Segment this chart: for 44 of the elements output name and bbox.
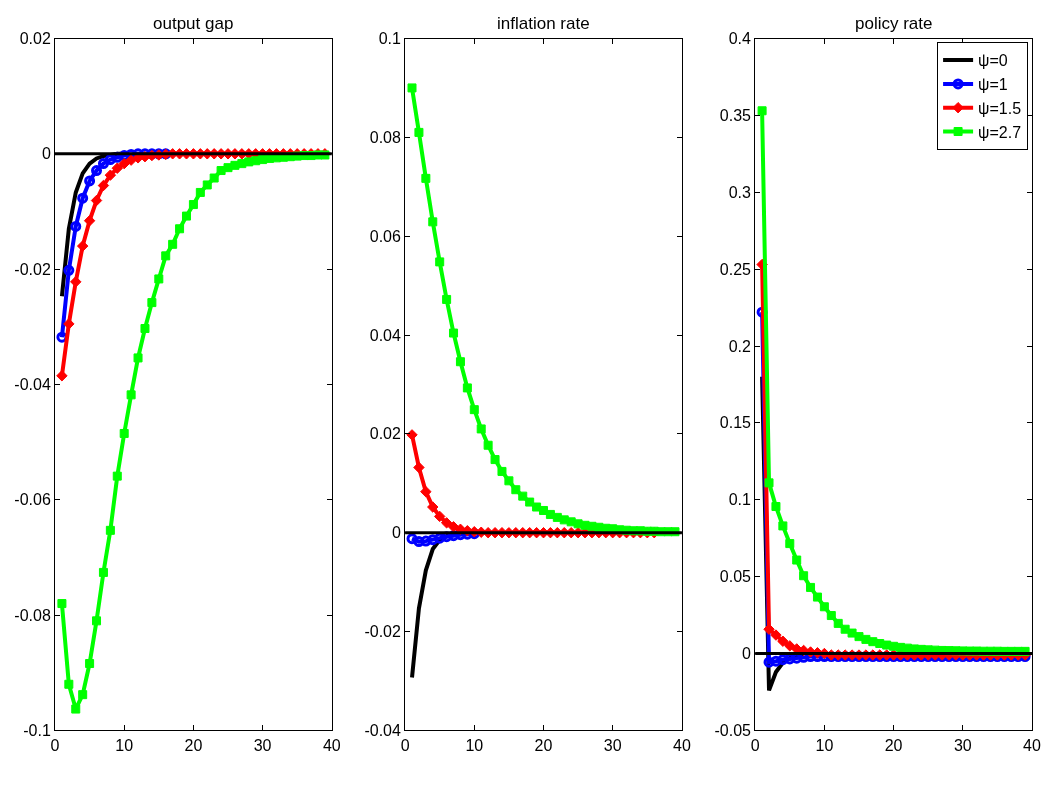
- y-tick-label: 0.02: [19, 30, 51, 48]
- y-tick-label: -0.08: [14, 606, 51, 624]
- chart-title: inflation rate: [497, 14, 590, 33]
- x-tick-label: 10: [115, 736, 134, 754]
- chart-title: output gap: [153, 14, 234, 33]
- x-tick-label: 30: [603, 736, 622, 754]
- legend-label: ψ=1.5: [978, 99, 1022, 117]
- x-tick-label: 10: [815, 736, 834, 754]
- y-tick-label: -0.04: [14, 376, 51, 394]
- x-tick-label: 20: [884, 736, 903, 754]
- y-tick-label: 0.3: [728, 183, 752, 201]
- x-tick-label: 30: [953, 736, 972, 754]
- y-tick-label: 0.08: [369, 128, 401, 146]
- y-tick-label: 0.35: [719, 106, 752, 124]
- y-tick-label: 0.05: [719, 568, 752, 586]
- x-tick-label: 30: [253, 736, 272, 754]
- x-tick-label: 10: [465, 736, 484, 754]
- y-tick-label: 0.25: [719, 260, 752, 278]
- y-tick-label: -0.1: [23, 722, 51, 739]
- x-tick-label: 40: [673, 736, 691, 754]
- y-tick-label: 0.2: [728, 337, 752, 355]
- legend-label: ψ=1: [978, 76, 1008, 94]
- y-tick-label: 0.04: [369, 326, 401, 344]
- y-tick-label: -0.06: [14, 491, 51, 509]
- y-tick-label: 0.1: [378, 30, 401, 48]
- x-tick-label: 20: [534, 736, 553, 754]
- x-tick-label: 40: [1023, 736, 1041, 754]
- y-tick-label: 0: [41, 145, 51, 163]
- y-tick-label: -0.02: [14, 260, 51, 278]
- y-tick-label: 0.1: [728, 491, 752, 509]
- y-tick-label: 0.4: [728, 30, 752, 48]
- x-tick-label: 20: [184, 736, 203, 754]
- y-tick-label: 0.15: [719, 414, 752, 432]
- legend-label: ψ=2.7: [978, 123, 1022, 141]
- y-tick-label: -0.04: [364, 722, 401, 739]
- y-tick-label: 0: [391, 524, 401, 542]
- y-tick-label: 0.06: [369, 227, 401, 245]
- y-tick-label: -0.02: [364, 623, 401, 641]
- legend-label: ψ=0: [978, 52, 1008, 70]
- chart-title: policy rate: [855, 14, 933, 33]
- y-tick-label: 0: [742, 645, 752, 663]
- x-tick-label: 40: [322, 736, 341, 754]
- y-tick-label: -0.05: [714, 722, 752, 739]
- y-tick-label: 0.02: [369, 425, 401, 443]
